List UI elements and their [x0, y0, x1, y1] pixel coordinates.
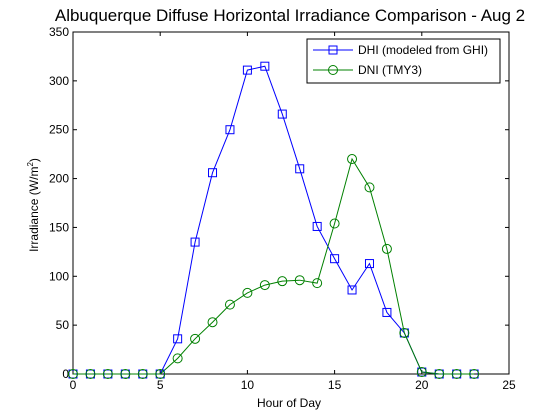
y-axis-label-close: ): [27, 158, 41, 162]
y-axis-label-main: Irradiance (W/m: [27, 167, 41, 252]
x-tick-label: 20: [415, 378, 429, 392]
x-axis-label: Hour of Day: [257, 396, 321, 410]
y-tick-label: 300: [49, 74, 69, 88]
y-tick-label: 200: [49, 172, 69, 186]
legend: DHI (modeled from GHI) DNI (TMY3): [307, 39, 500, 83]
legend-label-dni: DNI (TMY3): [358, 63, 422, 77]
y-tick-label: 150: [49, 220, 69, 234]
chart-title: Albuquerque Diffuse Horizontal Irradianc…: [55, 6, 525, 25]
x-tick-label: 15: [328, 378, 342, 392]
legend-label-dhi: DHI (modeled from GHI): [358, 43, 488, 57]
y-tick-label: 350: [49, 25, 69, 39]
y-tick-label: 50: [56, 318, 70, 332]
x-tick-label: 25: [502, 378, 516, 392]
x-tick-label: 0: [70, 378, 77, 392]
y-axis-label: Irradiance (W/m2): [26, 158, 41, 252]
y-tick-label: 250: [49, 123, 69, 137]
x-tick-label: 5: [157, 378, 164, 392]
x-tick-label: 10: [241, 378, 255, 392]
y-tick-label: 100: [49, 269, 69, 283]
